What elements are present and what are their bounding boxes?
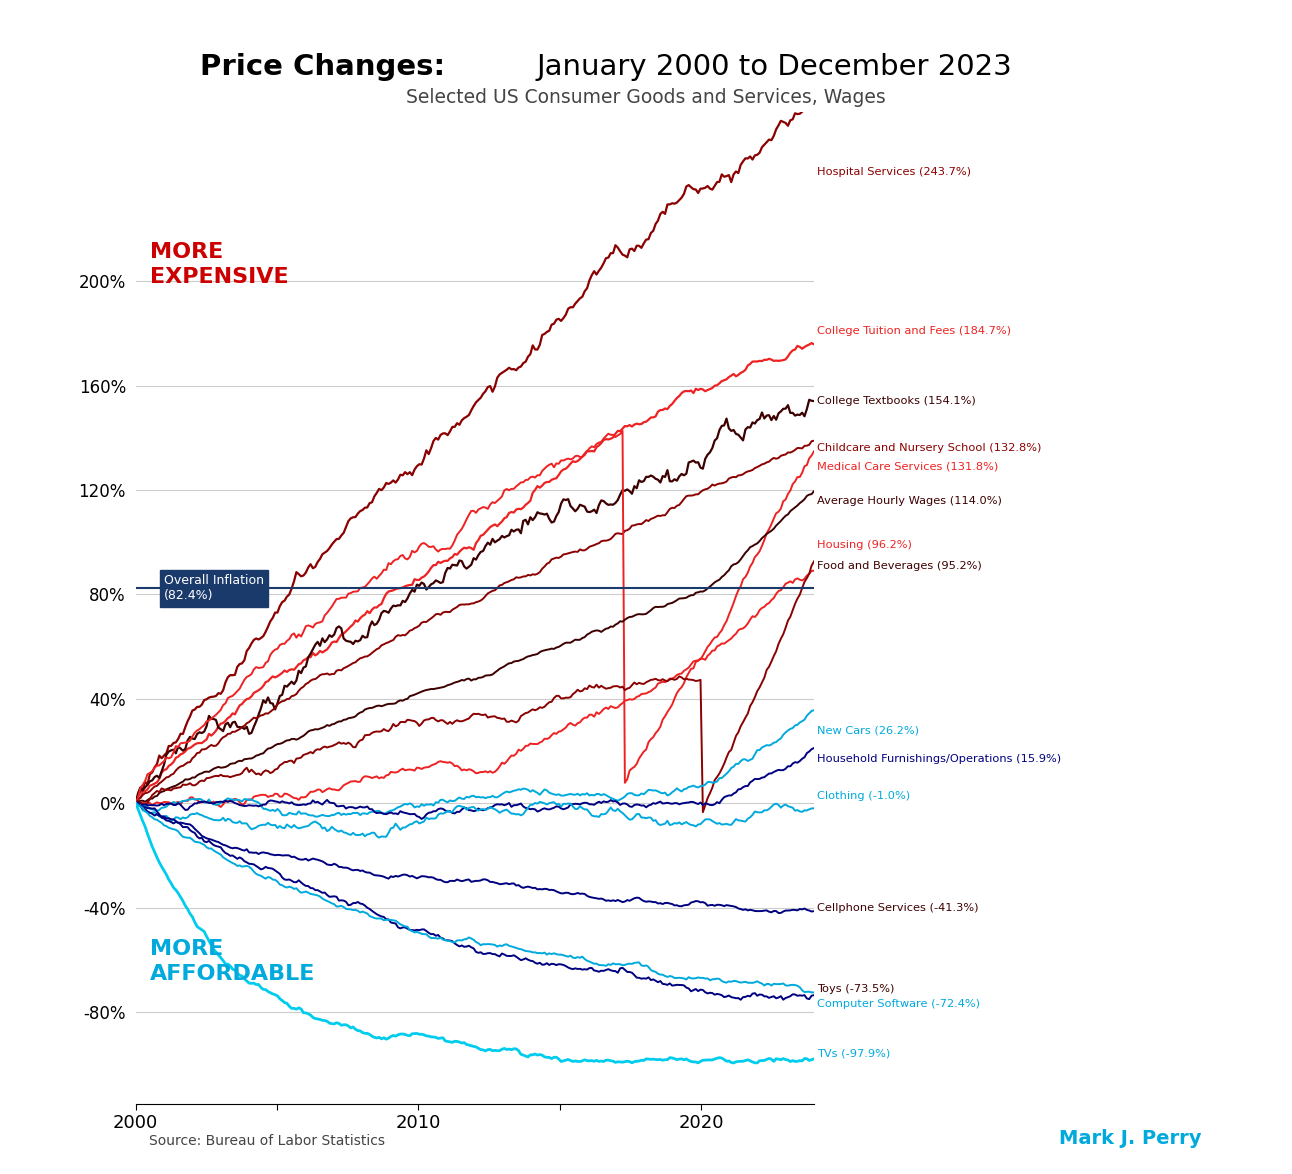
- Text: Price Changes:: Price Changes:: [200, 53, 446, 81]
- Text: College Tuition and Fees (184.7%): College Tuition and Fees (184.7%): [817, 326, 1010, 336]
- Text: MORE
EXPENSIVE: MORE EXPENSIVE: [150, 242, 288, 286]
- Text: Computer Software (-72.4%): Computer Software (-72.4%): [817, 999, 979, 1010]
- Text: Toys (-73.5%): Toys (-73.5%): [817, 984, 894, 993]
- Text: Food and Beverages (95.2%): Food and Beverages (95.2%): [817, 561, 982, 571]
- Text: January 2000 to December 2023: January 2000 to December 2023: [536, 53, 1012, 81]
- Text: Source: Bureau of Labor Statistics: Source: Bureau of Labor Statistics: [149, 1134, 385, 1148]
- Text: Medical Care Services (131.8%): Medical Care Services (131.8%): [817, 461, 997, 472]
- Text: Average Hourly Wages (114.0%): Average Hourly Wages (114.0%): [817, 495, 1001, 506]
- Text: Mark J. Perry: Mark J. Perry: [1059, 1129, 1202, 1148]
- Text: Household Furnishings/Operations (15.9%): Household Furnishings/Operations (15.9%): [817, 754, 1061, 764]
- Text: Selected US Consumer Goods and Services, Wages: Selected US Consumer Goods and Services,…: [406, 88, 886, 107]
- Text: MORE
AFFORDABLE: MORE AFFORDABLE: [150, 939, 315, 984]
- Text: Childcare and Nursery School (132.8%): Childcare and Nursery School (132.8%): [817, 444, 1041, 453]
- Text: College Textbooks (154.1%): College Textbooks (154.1%): [817, 397, 975, 406]
- Text: Housing (96.2%): Housing (96.2%): [817, 540, 912, 549]
- Text: Overall Inflation
(82.4%): Overall Inflation (82.4%): [164, 574, 264, 602]
- Text: Hospital Services (243.7%): Hospital Services (243.7%): [817, 167, 970, 176]
- Text: TVs (-97.9%): TVs (-97.9%): [817, 1048, 890, 1059]
- Text: New Cars (26.2%): New Cars (26.2%): [817, 726, 919, 735]
- Text: Clothing (-1.0%): Clothing (-1.0%): [817, 790, 910, 801]
- Text: Cellphone Services (-41.3%): Cellphone Services (-41.3%): [817, 903, 978, 912]
